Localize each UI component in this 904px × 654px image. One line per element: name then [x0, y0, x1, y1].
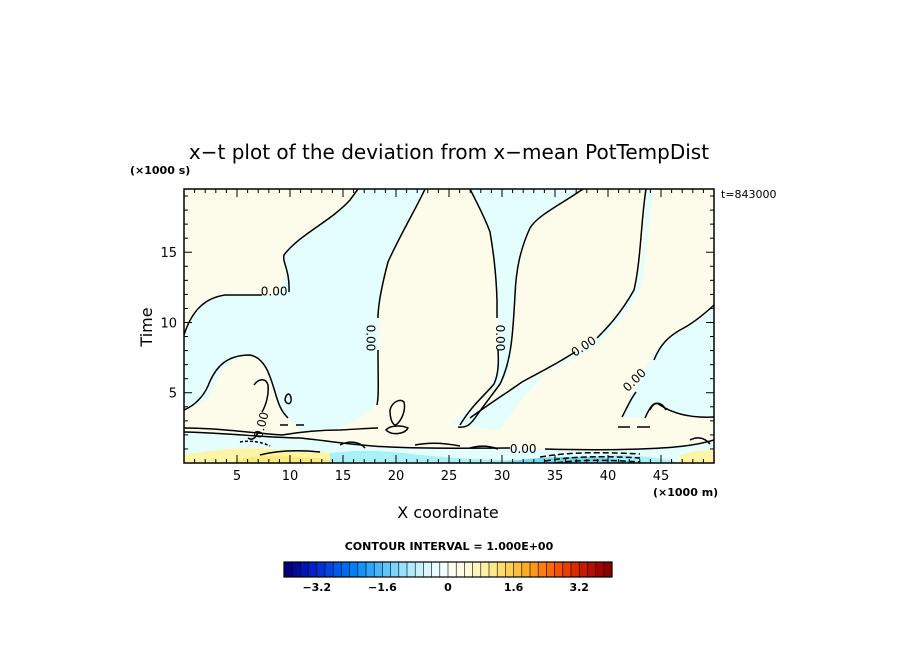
colorbar-swatch	[325, 562, 334, 577]
colorbar-swatch	[472, 562, 482, 577]
positive-strip-left-strong	[235, 455, 340, 463]
colorbar-swatch	[554, 562, 564, 577]
colorbar-swatch	[284, 562, 293, 577]
colorbar-swatch	[513, 562, 523, 577]
colorbar-tick-label: 1.6	[504, 581, 524, 594]
colorbar-swatch	[505, 562, 514, 577]
colorbar-swatch	[308, 562, 318, 577]
colorbar-swatch	[415, 562, 424, 577]
colorbar-swatch	[366, 562, 375, 577]
colorbar-swatch	[333, 562, 342, 577]
colorbar-swatch	[357, 562, 367, 577]
x-axis-label: X coordinate	[397, 503, 498, 522]
contour-label-text: 0.00	[364, 325, 378, 352]
x-tick-label: 35	[547, 469, 564, 484]
y-tick-label: 15	[160, 246, 177, 261]
contour-label: 0.00	[493, 325, 507, 352]
colorbar-caption: CONTOUR INTERVAL = 1.000E+00	[345, 540, 554, 553]
colorbar-swatch	[562, 562, 572, 577]
negative-pool-center-strong	[505, 456, 640, 463]
colorbar-swatch	[341, 562, 350, 577]
colorbar-tick-label: 0	[444, 581, 452, 594]
colorbar-swatch	[489, 562, 498, 577]
time-stamp: t=843000	[721, 188, 777, 201]
colorbar-swatch	[292, 562, 301, 577]
colorbar-swatch	[398, 562, 408, 577]
colorbar-swatch	[579, 562, 588, 577]
x-unit-label: (×1000 m)	[653, 486, 718, 499]
x-tick-label: 10	[282, 469, 299, 484]
contour-label: 0.00	[251, 410, 271, 439]
colorbar-swatch	[497, 562, 506, 577]
colorbar-swatch	[431, 562, 441, 577]
colorbar-swatch	[456, 562, 465, 577]
colorbar-swatch	[423, 562, 432, 577]
colorbar-swatch	[587, 562, 596, 577]
colorbar-frame	[283, 561, 613, 578]
contour-label-text: 0.00	[251, 410, 271, 439]
colorbar-tick-label: −1.6	[368, 581, 397, 594]
colorbar-swatch	[316, 562, 326, 577]
colorbar-swatch	[546, 562, 555, 577]
y-axis-label: Time	[137, 307, 156, 347]
colorbar-swatch	[480, 562, 490, 577]
colorbar-swatch	[571, 562, 580, 577]
colorbar: −3.2 −1.6 0 1.6 3.2	[283, 561, 613, 594]
zero-contours	[184, 189, 714, 463]
y-tick-label: 10	[160, 316, 177, 331]
x-tick-label: 20	[388, 469, 405, 484]
colorbar-swatch	[530, 562, 539, 577]
colorbar-tick-label: −3.2	[302, 581, 331, 594]
colorbar-swatch	[374, 562, 383, 577]
negative-region-middle	[452, 189, 654, 430]
colorbar-swatch	[595, 562, 605, 577]
contour-label: 0.00	[261, 285, 288, 299]
colorbar-tick-label: 3.2	[569, 581, 589, 594]
contour-label: 0.00	[510, 442, 537, 456]
negative-region-right	[622, 305, 714, 418]
plot-area: 0.000.00 0.00 0.000.000.000.00	[184, 189, 714, 463]
colorbar-swatch	[349, 562, 359, 577]
y-tick-label: 5	[169, 387, 177, 402]
chart-title: x−t plot of the deviation from x−mean Po…	[189, 140, 709, 164]
contour-label-text: 0.00	[261, 285, 288, 299]
x-tick-label: 5	[233, 469, 241, 484]
colorbar-swatch	[538, 562, 547, 577]
colorbar-swatch	[439, 562, 449, 577]
colorbar-swatch	[407, 562, 416, 577]
negative-region-left	[184, 189, 425, 432]
colorbar-swatch	[390, 562, 400, 577]
positive-strip-right	[680, 450, 714, 463]
contour-label-text: 0.00	[493, 325, 507, 352]
colorbar-swatch	[464, 562, 473, 577]
x-tick-label: 15	[335, 469, 352, 484]
axes: 5 10 15 20 25 30 35 40 45 5 10 15	[160, 189, 714, 484]
x-tick-label: 25	[441, 469, 458, 484]
colorbar-swatch	[603, 562, 613, 577]
colorbar-swatch	[448, 562, 457, 577]
colorbar-swatch	[300, 562, 309, 577]
x-tick-label: 45	[653, 469, 670, 484]
contour-label: 0.00	[364, 325, 378, 352]
x-tick-label: 30	[494, 469, 511, 484]
colorbar-swatch	[521, 562, 531, 577]
x-tick-label: 40	[600, 469, 617, 484]
y-unit-label: (×1000 s)	[130, 164, 190, 177]
colorbar-swatch	[382, 562, 391, 577]
contour-label-text: 0.00	[510, 442, 537, 456]
